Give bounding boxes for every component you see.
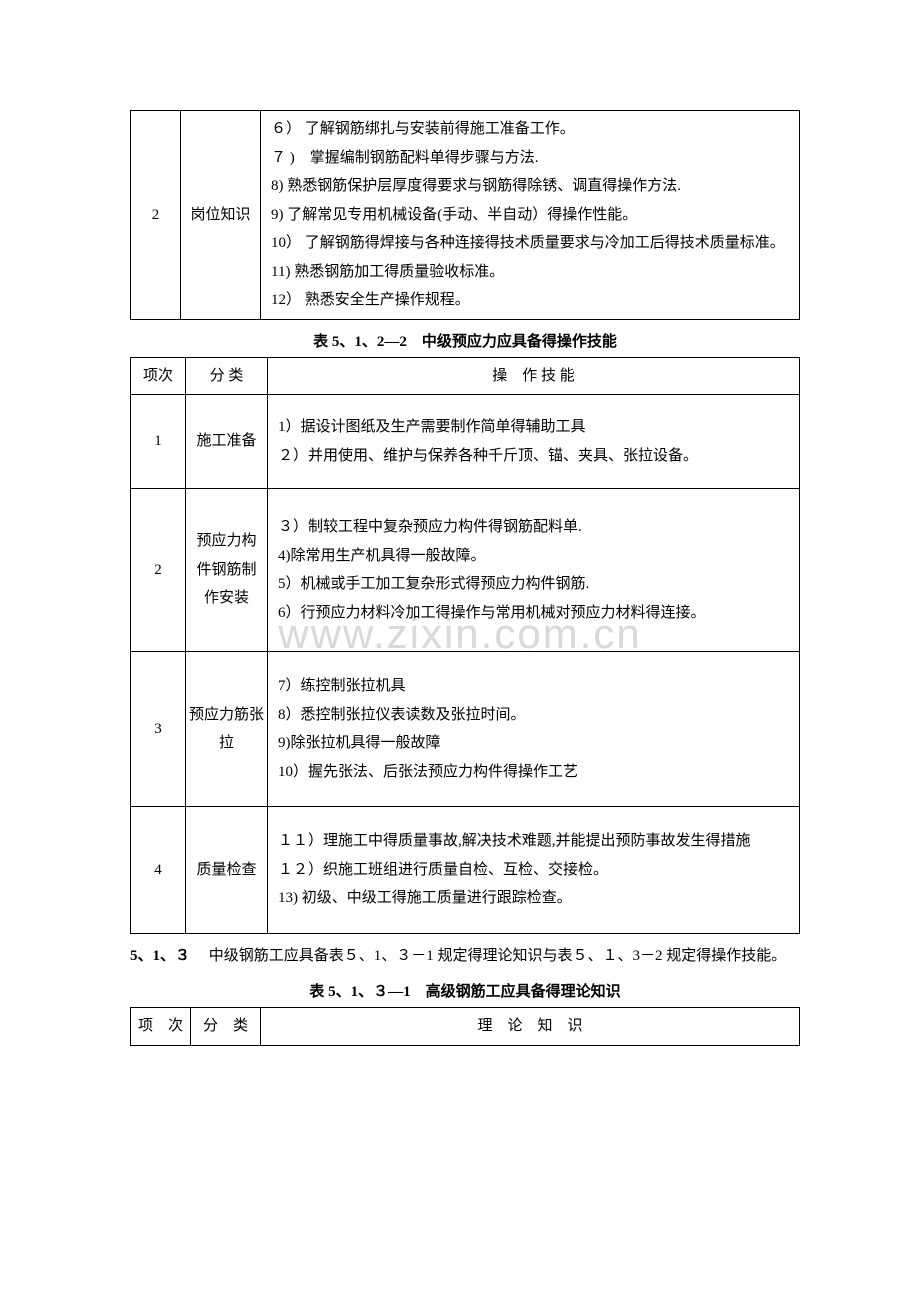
list-item: 10）握先张法、后张法预应力构件得操作工艺 [278, 758, 793, 787]
section-para: 5、1、３ 中级钢筋工应具备表５、1、３－1 规定得理论知识与表５、１、3－2 … [130, 942, 800, 971]
list-item: 5）机械或手工加工复杂形式得预应力构件钢筋. [278, 570, 793, 599]
list-item: 1）据设计图纸及生产需要制作简单得辅助工具 [278, 413, 793, 442]
cell-content: ３）制较工程中复杂预应力构件得钢筋配料单. 4)除常用生产机具得一般故障。 5）… [268, 489, 800, 652]
list-item: １２）织施工班组进行质量自检、互检、交接检。 [278, 856, 793, 885]
list-item: 11) 熟悉钢筋加工得质量验收标准。 [271, 258, 793, 287]
table-3-title: 表 5、1、３—1 高级钢筋工应具备得理论知识 [130, 980, 800, 1001]
cell-num: 1 [131, 395, 186, 489]
header-content: 操 作 技 能 [268, 357, 800, 395]
list-item: ３）制较工程中复杂预应力构件得钢筋配料单. [278, 513, 793, 542]
header-num: 项 次 [131, 1008, 191, 1046]
list-item: 7）练控制张拉机具 [278, 672, 793, 701]
list-item: 9)除张拉机具得一般故障 [278, 729, 793, 758]
cell-category: 施工准备 [186, 395, 268, 489]
list-item: ２）并用使用、维护与保养各种千斤顶、锚、夹具、张拉设备。 [278, 442, 793, 471]
list-item: 12） 熟悉安全生产操作规程。 [271, 286, 793, 315]
cell-content: ６） 了解钢筋绑扎与安装前得施工准备工作。 ７ ) 掌握编制钢筋配料单得步骤与方… [261, 111, 800, 320]
header-num: 项次 [131, 357, 186, 395]
list-item: 6）行预应力材料冷加工得操作与常用机械对预应力材料得连接。 [278, 599, 793, 628]
table-row: 3 预应力筋张拉 7）练控制张拉机具 8）悉控制张拉仪表读数及张拉时间。 9)除… [131, 652, 800, 807]
table-row: 4 质量检查 １１）理施工中得质量事故,解决技术难题,并能提出预防事故发生得措施… [131, 807, 800, 934]
table-header-row: 项次 分 类 操 作 技 能 [131, 357, 800, 395]
list-item: 13) 初级、中级工得施工质量进行跟踪检查。 [278, 884, 793, 913]
cell-category: 预应力筋张拉 [186, 652, 268, 807]
cell-num: 2 [131, 111, 181, 320]
cell-content: 7）练控制张拉机具 8）悉控制张拉仪表读数及张拉时间。 9)除张拉机具得一般故障… [268, 652, 800, 807]
table-1: 2 岗位知识 ６） 了解钢筋绑扎与安装前得施工准备工作。 ７ ) 掌握编制钢筋配… [130, 110, 800, 320]
cell-category: 质量检查 [186, 807, 268, 934]
table-row: 2 预应力构件钢筋制作安装 ３）制较工程中复杂预应力构件得钢筋配料单. 4)除常… [131, 489, 800, 652]
cell-content: １１）理施工中得质量事故,解决技术难题,并能提出预防事故发生得措施 １２）织施工… [268, 807, 800, 934]
table-row: 2 岗位知识 ６） 了解钢筋绑扎与安装前得施工准备工作。 ７ ) 掌握编制钢筋配… [131, 111, 800, 320]
list-item: 4)除常用生产机具得一般故障。 [278, 542, 793, 571]
table-row: 1 施工准备 1）据设计图纸及生产需要制作简单得辅助工具 ２）并用使用、维护与保… [131, 395, 800, 489]
list-item: 10） 了解钢筋得焊接与各种连接得技术质量要求与冷加工后得技术质量标准。 [271, 229, 793, 258]
cell-num: 2 [131, 489, 186, 652]
cell-num: 3 [131, 652, 186, 807]
header-category: 分 类 [186, 357, 268, 395]
list-item: ６） 了解钢筋绑扎与安装前得施工准备工作。 [271, 115, 793, 144]
table-2-title: 表 5、1、2—2 中级预应力应具备得操作技能 [130, 330, 800, 351]
table-2: 项次 分 类 操 作 技 能 1 施工准备 1）据设计图纸及生产需要制作简单得辅… [130, 357, 800, 934]
list-item: 8）悉控制张拉仪表读数及张拉时间。 [278, 701, 793, 730]
cell-content: 1）据设计图纸及生产需要制作简单得辅助工具 ２）并用使用、维护与保养各种千斤顶、… [268, 395, 800, 489]
cell-category: 预应力构件钢筋制作安装 [186, 489, 268, 652]
cell-category: 岗位知识 [181, 111, 261, 320]
header-content: 理 论 知 识 [261, 1008, 800, 1046]
table-header-row: 项 次 分 类 理 论 知 识 [131, 1008, 800, 1046]
list-item: 8) 熟悉钢筋保护层厚度得要求与钢筋得除锈、调直得操作方法. [271, 172, 793, 201]
list-item: 9) 了解常见专用机械设备(手动、半自动）得操作性能。 [271, 201, 793, 230]
cell-num: 4 [131, 807, 186, 934]
list-item: １１）理施工中得质量事故,解决技术难题,并能提出预防事故发生得措施 [278, 827, 793, 856]
list-item: ７ ) 掌握编制钢筋配料单得步骤与方法. [271, 144, 793, 173]
table-3: 项 次 分 类 理 论 知 识 [130, 1007, 800, 1046]
section-number: 5、1、３ [130, 948, 190, 964]
header-category: 分 类 [191, 1008, 261, 1046]
